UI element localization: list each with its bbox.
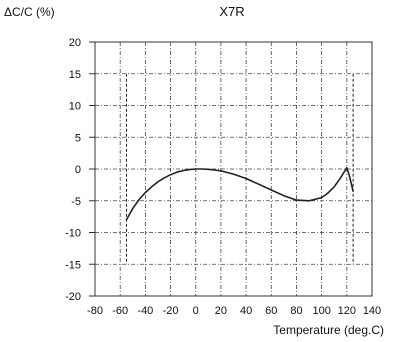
x-tick-label: -80 [87,305,103,317]
y-tick-label: 5 [75,132,81,144]
chart-title: X7R [219,4,244,19]
x-tick-label: 60 [265,305,277,317]
grid [95,42,372,296]
x-tick-label: -60 [112,305,128,317]
y-tick-label: -20 [65,291,81,303]
x-axis-label: Temperature (deg.C) [273,323,384,337]
x-tick-label: -40 [137,305,153,317]
series-line [125,166,354,221]
y-tick-labels: 20 15 10 5 0 -5 -10 -15 -20 [65,37,95,303]
x-tick-label: 80 [290,305,302,317]
y-tick-label: -15 [65,259,81,271]
y-tick-label: -5 [71,196,81,208]
series-group [125,166,354,221]
y-tick-label: 0 [75,164,81,176]
x-tick-label: 140 [363,305,381,317]
x-tick-labels: -80 -60 -40 -20 0 20 40 60 80 100 120 140 [87,305,381,317]
temperature-limit-lines [125,73,354,265]
y-tick-label: 15 [69,69,81,81]
x-tick-label: -20 [163,305,179,317]
y-axis-label: ΔC/C (%) [4,5,55,19]
x-tick-label: 100 [312,305,330,317]
y-tick-label: 10 [69,101,81,113]
x-tick-label: 120 [338,305,356,317]
y-tick-label: 20 [69,37,81,49]
y-tick-label: -10 [65,228,81,240]
x-tick-label: 20 [215,305,227,317]
x-tick-label: 40 [240,305,252,317]
x-tick-label: 0 [193,305,199,317]
